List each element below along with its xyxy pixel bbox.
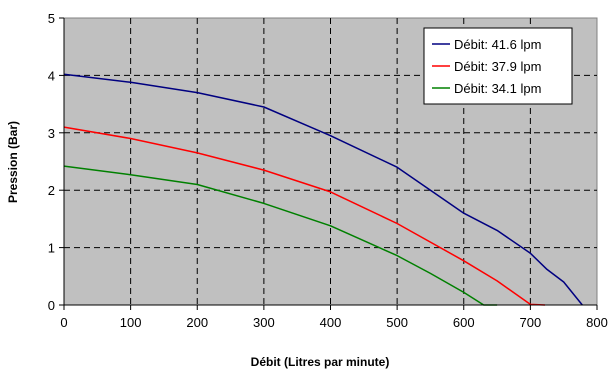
x-tick-label: 600 bbox=[453, 315, 475, 330]
x-tick-label: 200 bbox=[186, 315, 208, 330]
series-line bbox=[63, 126, 546, 306]
x-axis-title: Débit (Litres par minute) bbox=[251, 355, 390, 369]
series-lines bbox=[63, 73, 583, 306]
x-tick-label: 400 bbox=[320, 315, 342, 330]
legend-label: Débit: 37.9 lpm bbox=[454, 59, 541, 74]
series-line bbox=[63, 165, 498, 306]
y-tick-label: 1 bbox=[48, 241, 55, 256]
x-tick-labels: 0 100 200 300 400 500 600 700 800 bbox=[60, 315, 607, 330]
x-tick-label: 500 bbox=[386, 315, 408, 330]
y-axis-title: Pression (Bar) bbox=[6, 121, 20, 203]
y-tick-labels: 0 1 2 3 4 5 bbox=[48, 11, 55, 313]
x-tick-label: 100 bbox=[120, 315, 142, 330]
x-tick-label: 300 bbox=[253, 315, 275, 330]
legend: Débit: 41.6 lpm Débit: 37.9 lpm Débit: 34.… bbox=[423, 27, 573, 105]
x-tick-label: 700 bbox=[520, 315, 542, 330]
legend-label: Débit: 34.1 lpm bbox=[454, 81, 541, 96]
x-tick-label: 800 bbox=[586, 315, 608, 330]
y-tick-label: 0 bbox=[48, 298, 55, 313]
x-tick-label: 0 bbox=[60, 315, 67, 330]
y-tick-label: 2 bbox=[48, 183, 55, 198]
y-tick-label: 5 bbox=[48, 11, 55, 26]
series-line bbox=[63, 73, 583, 306]
y-tick-label: 4 bbox=[48, 68, 55, 83]
legend-label: Débit: 41.6 lpm bbox=[454, 37, 541, 52]
y-tick-label: 3 bbox=[48, 126, 55, 141]
axes bbox=[59, 17, 598, 310]
